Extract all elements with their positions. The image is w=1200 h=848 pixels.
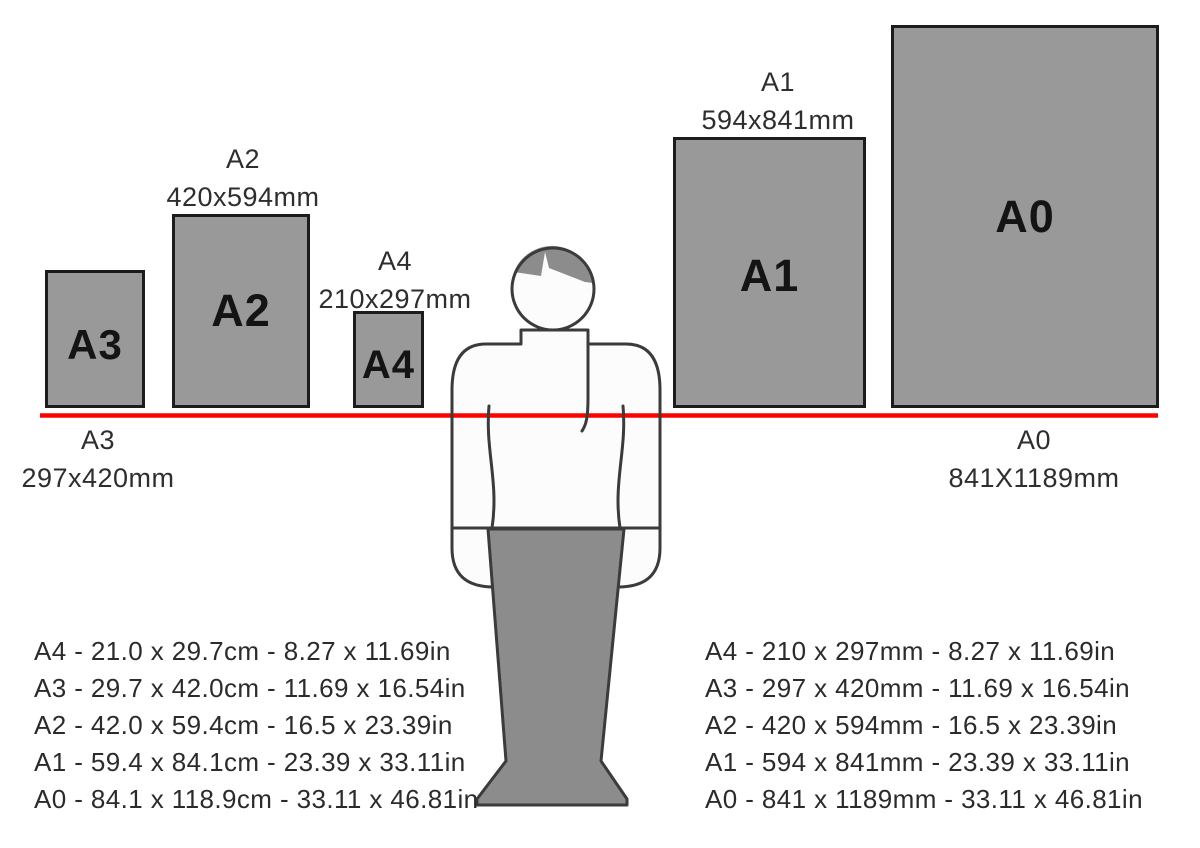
size-line-cm-a2: A2 - 42.0 x 59.4cm - 16.5 x 23.39in bbox=[34, 710, 453, 740]
person-torso-outline bbox=[450, 328, 662, 589]
paper-a2-rect: A2 bbox=[172, 214, 310, 408]
caption-title: A4 bbox=[377, 246, 413, 276]
size-list-cm: A4 - 21.0 x 29.7cm - 8.27 x 11.69in A3 -… bbox=[34, 633, 479, 818]
paper-a4-rect: A4 bbox=[353, 311, 424, 408]
size-line-mm-a2: A2 - 420 x 594mm - 16.5 x 23.39in bbox=[705, 710, 1118, 740]
paper-a3-rect: A3 bbox=[45, 270, 145, 408]
caption-title: A0 bbox=[1016, 425, 1052, 455]
paper-a2-label: A2 bbox=[211, 285, 271, 336]
paper-a2-caption: A2 420x594mm bbox=[93, 140, 393, 216]
paper-a1-caption: A1 594x841mm bbox=[628, 63, 928, 139]
caption-size: 841X1189mm bbox=[948, 463, 1120, 493]
person-right-arm-line bbox=[616, 404, 626, 530]
caption-title: A3 bbox=[80, 425, 116, 455]
caption-size: 420x594mm bbox=[166, 182, 320, 212]
person-skirt bbox=[475, 527, 629, 807]
caption-size: 210x297mm bbox=[318, 284, 472, 314]
size-list-mm: A4 - 210 x 297mm - 8.27 x 11.69in A3 - 2… bbox=[705, 633, 1143, 818]
person-torso-fill bbox=[452, 330, 660, 587]
paper-a1-rect: A1 bbox=[673, 137, 866, 408]
size-line-mm-a1: A1 - 594 x 841mm - 23.39 x 33.11in bbox=[705, 747, 1131, 777]
caption-size: 297x420mm bbox=[21, 463, 175, 493]
paper-a3-caption: A3 297x420mm bbox=[0, 421, 248, 497]
size-line-mm-a0: A0 - 841 x 1189mm - 33.11 x 46.81in bbox=[705, 784, 1143, 814]
size-line-cm-a4: A4 - 21.0 x 29.7cm - 8.27 x 11.69in bbox=[34, 636, 451, 666]
caption-title: A2 bbox=[225, 144, 261, 174]
size-line-mm-a4: A4 - 210 x 297mm - 8.27 x 11.69in bbox=[705, 636, 1116, 666]
paper-a1-label: A1 bbox=[739, 249, 800, 301]
size-line-cm-a3: A3 - 29.7 x 42.0cm - 11.69 x 16.54in bbox=[34, 673, 466, 703]
paper-a3-label: A3 bbox=[67, 321, 123, 368]
paper-a4-caption: A4 210x297mm bbox=[245, 242, 545, 318]
size-line-cm-a1: A1 - 59.4 x 84.1cm - 23.39 x 33.11in bbox=[34, 747, 466, 777]
caption-size: 594x841mm bbox=[701, 105, 855, 135]
size-line-cm-a0: A0 - 84.1 x 118.9cm - 33.11 x 46.81in bbox=[34, 784, 479, 814]
person-left-arm-line bbox=[486, 404, 496, 530]
size-line-mm-a3: A3 - 297 x 420mm - 11.69 x 16.54in bbox=[705, 673, 1131, 703]
person-collar-line bbox=[580, 342, 590, 433]
caption-title: A1 bbox=[760, 67, 796, 97]
paper-a0-label: A0 bbox=[995, 190, 1055, 242]
paper-a0-caption: A0 841X1189mm bbox=[884, 421, 1184, 497]
paper-a0-rect: A0 bbox=[891, 25, 1159, 408]
paper-a4-label: A4 bbox=[361, 343, 416, 387]
